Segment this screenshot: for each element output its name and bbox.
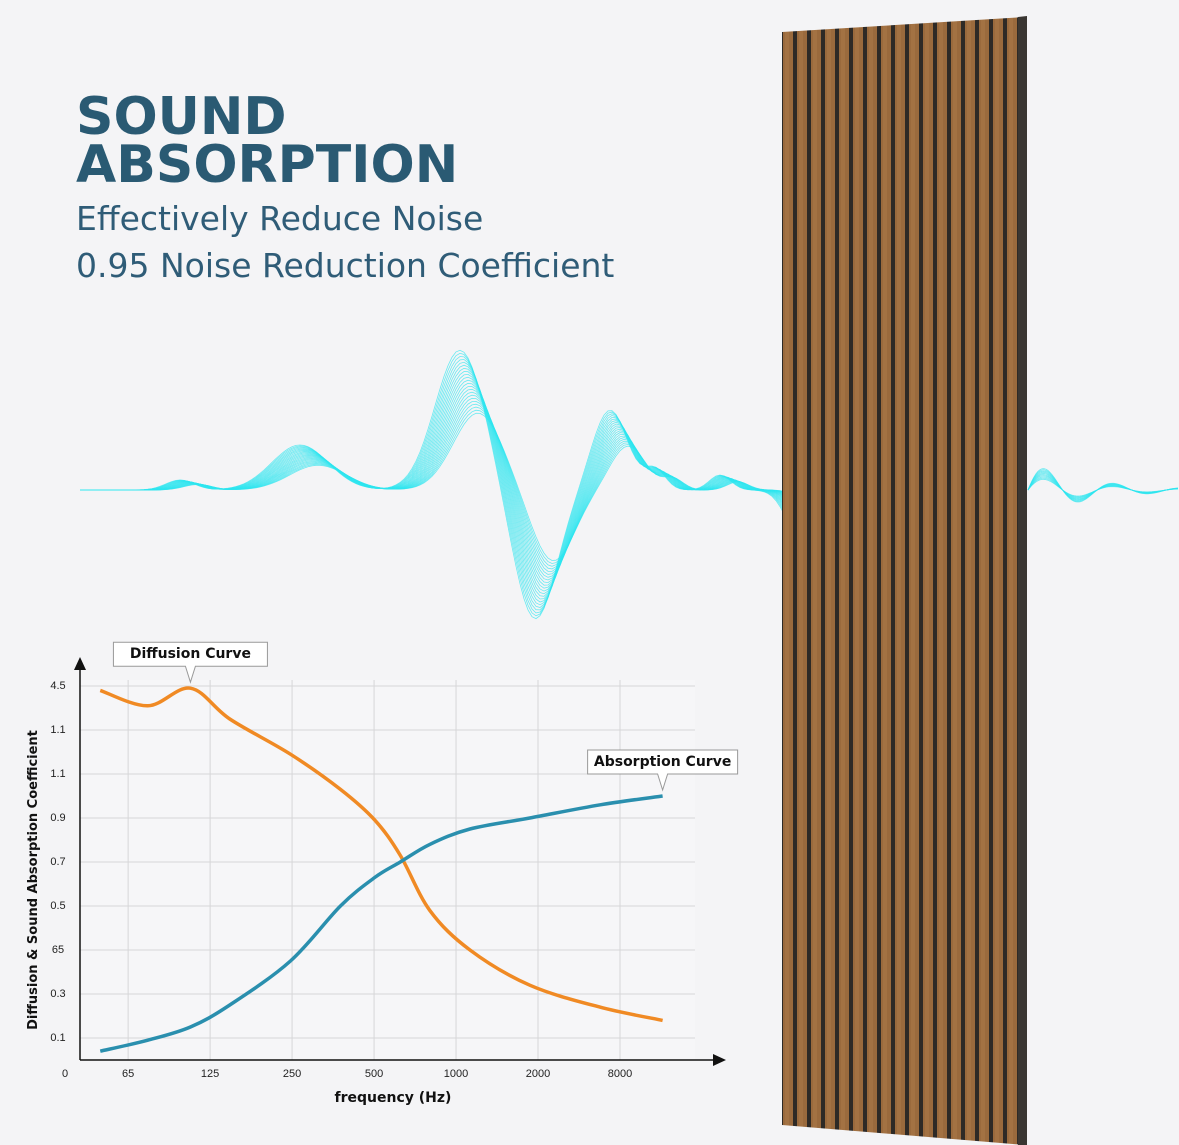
absorbed-wave	[1027, 468, 1179, 503]
wood-panel	[782, 17, 1025, 1145]
y-tick-label: 0.9	[50, 812, 65, 824]
curve	[99, 794, 663, 1053]
y-axis-arrow	[74, 657, 86, 670]
y-tick-label: 1.1	[50, 724, 65, 736]
title-line: SOUND	[76, 87, 287, 147]
subtitle-line: 0.95 Noise Reduction Coefficient	[76, 246, 614, 285]
wave-line	[1027, 468, 1179, 503]
sound-wave	[80, 349, 853, 620]
curve	[99, 686, 663, 1023]
x-tick-label: 65	[122, 1068, 134, 1080]
y-tick-label: 0.5	[50, 900, 65, 912]
title-line: ABSORPTION	[76, 135, 458, 195]
y-tick-label: 1.1	[50, 768, 65, 780]
x-tick-label: 1000	[444, 1068, 468, 1080]
callout-box	[112, 641, 268, 684]
wave-line	[80, 349, 852, 620]
x-tick-label: 500	[365, 1068, 383, 1080]
origin-label: 0	[62, 1068, 68, 1080]
x-tick-label: 8000	[608, 1068, 632, 1080]
y-tick-label: 65	[52, 944, 64, 956]
x-axis-label: frequency (Hz)	[335, 1090, 452, 1106]
y-tick-label: 0.1	[50, 1032, 65, 1044]
callout-label: Absorption Curve	[594, 754, 731, 770]
x-tick-label: 2000	[526, 1068, 550, 1080]
y-tick-label: 4.5	[50, 680, 65, 692]
chart: 0.1 0.3 65 0.5 0.7 0.9 1.1 1.1 4.5 65 125 250 500 100…	[26, 641, 739, 1106]
y-axis-label: Diffusion & Sound Absorption Coefficient	[26, 730, 41, 1030]
panel-edge	[1018, 16, 1027, 1145]
x-tick-label: 125	[201, 1068, 219, 1080]
callout-label: Diffusion Curve	[130, 646, 251, 662]
x-tick-label: 250	[283, 1068, 301, 1080]
x-axis-arrow	[713, 1054, 726, 1066]
y-tick-label: 0.7	[50, 856, 65, 868]
subtitle-line: Effectively Reduce Noise	[76, 199, 483, 238]
callout-box	[587, 749, 739, 792]
y-tick-label: 0.3	[50, 988, 65, 1000]
